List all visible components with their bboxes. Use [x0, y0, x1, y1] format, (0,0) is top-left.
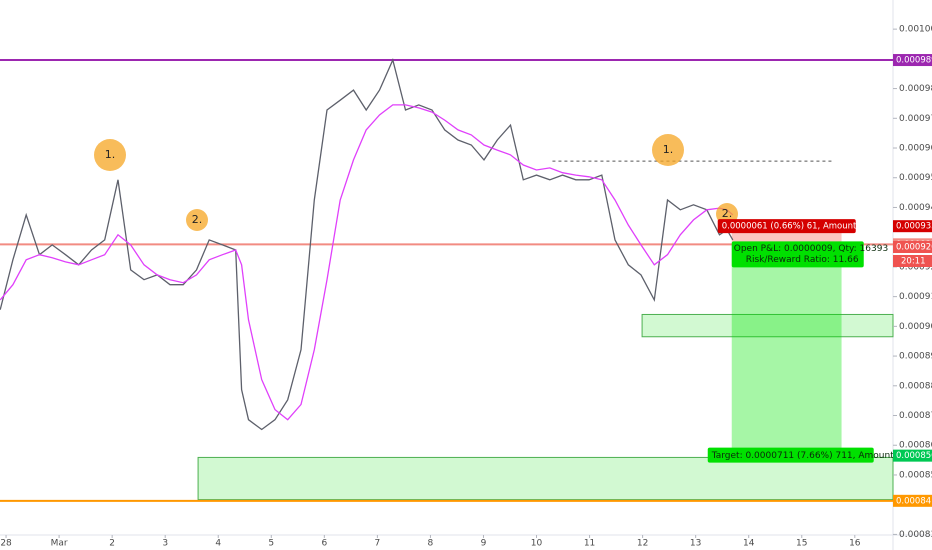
- price-line-tag: 0.0008413: [896, 496, 932, 506]
- y-tick-label: 0.0008500: [899, 470, 932, 480]
- y-tick-label: 0.0009200: [899, 262, 932, 272]
- price-tag: 0.0009267: [896, 242, 932, 252]
- marker-circle: [186, 209, 208, 231]
- price-tag-bg: [893, 240, 932, 253]
- x-tick-label: 12: [637, 539, 648, 549]
- marker-label: 2.: [722, 207, 733, 220]
- ratio-label: Risk/Reward Ratio: 11.66: [746, 255, 859, 265]
- y-tick-label: 0.0009700: [899, 114, 932, 124]
- marker-label: 1.: [663, 143, 674, 156]
- y-tick-label: 0.0009600: [899, 144, 932, 154]
- x-tick-label: 2: [109, 539, 115, 549]
- y-tick-label: 0.0008900: [899, 352, 932, 362]
- x-tick-label: 7: [375, 539, 381, 549]
- x-tick-label: 3: [162, 539, 168, 549]
- y-tick-label: 0.0009400: [899, 203, 932, 213]
- stop-label: 0.0000061 (0.66%) 61, Amount: 0.4: [722, 222, 876, 232]
- y-tick-label: 0.0009100: [899, 292, 932, 302]
- marker-circle: [652, 134, 684, 166]
- marker-circle: [94, 139, 126, 171]
- target-label-bg: [707, 447, 874, 463]
- support-zone: [197, 456, 894, 501]
- x-tick-label: 5: [268, 539, 274, 549]
- x-tick-label: 14: [743, 539, 755, 549]
- x-tick-label: 8: [428, 539, 434, 549]
- y-tick-label: 0.0009800: [899, 84, 932, 94]
- y-tick-label: 0.0009500: [899, 173, 932, 183]
- x-tick-label: 15: [796, 539, 807, 549]
- x-tick-label: 10: [531, 539, 543, 549]
- price-tag-bg: [893, 449, 932, 462]
- target-box: [731, 244, 842, 456]
- price-series: [0, 58, 734, 431]
- marker-label: 1.: [105, 148, 116, 161]
- x-tick-label: Mar: [51, 539, 68, 549]
- support-zone: [641, 313, 894, 338]
- x-tick-label: 11: [584, 539, 595, 549]
- countdown: 20:11: [901, 256, 926, 266]
- countdown-bg: [893, 254, 932, 267]
- target-label: Target: 0.0000711 (7.66%) 711, Amount: 2…: [711, 451, 920, 461]
- y-tick-label: 0.0010000: [899, 25, 932, 35]
- y-tick-label: 0.0009000: [899, 322, 932, 332]
- y-tick-label: 0.0008800: [899, 381, 932, 391]
- price-line-tag: 0.0009896: [896, 56, 932, 66]
- pnl-label-bg: [731, 241, 864, 268]
- price-tag: 0.0008565: [896, 451, 932, 461]
- y-tick-label: 0.0008600: [899, 441, 932, 451]
- stop-label-bg: [717, 219, 856, 234]
- y-tick-label: 0.0008700: [899, 411, 932, 421]
- marker-label: 2.: [192, 213, 203, 226]
- y-tick-label: 0.0008300: [899, 530, 932, 540]
- price-line-tag-bg: [893, 494, 932, 507]
- price-series: [0, 104, 734, 421]
- pnl-label: Open P&L: 0.0000009, Qty: 16393: [734, 244, 888, 254]
- x-tick-label: 9: [481, 539, 487, 549]
- x-tick-label: 4: [215, 539, 221, 549]
- x-tick-label: 16: [849, 539, 861, 549]
- price-line-tag-bg: [893, 54, 932, 67]
- price-tag: 0.0009337: [896, 222, 932, 232]
- x-tick-label: 6: [321, 539, 327, 549]
- x-tick-label: 28: [0, 539, 12, 549]
- price-tag-bg: [893, 220, 932, 233]
- x-tick-label: 13: [690, 539, 701, 549]
